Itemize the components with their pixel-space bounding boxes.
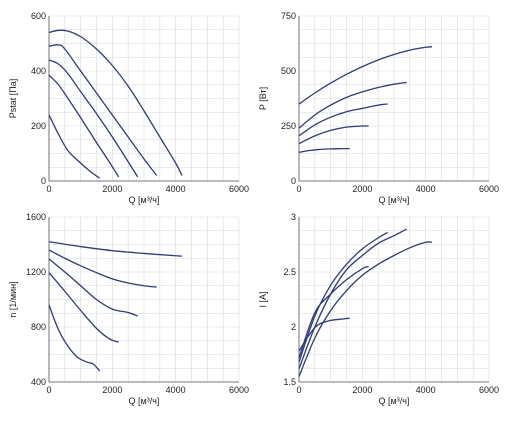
series-line-2 — [298, 81, 407, 129]
series-line-5 — [298, 147, 350, 154]
y-tick-label: 1600 — [26, 212, 46, 222]
y-tick-label: 1200 — [26, 267, 46, 277]
series-line-2 — [48, 249, 157, 288]
y-tick-label: 600 — [31, 11, 46, 21]
x-tick-label: 2000 — [352, 184, 372, 194]
y-axis-title: P [Вт] — [258, 87, 268, 110]
x-axis-title: Q [м³/ч] — [129, 195, 160, 205]
series-line-5 — [48, 304, 101, 372]
y-tick-label: 2 — [291, 322, 296, 332]
chart-panel-speed: 0 2000 4000 6000 400 800 1200 1600 Q [м³/ч] n [1/… — [8, 212, 249, 406]
series-line-3 — [298, 231, 388, 363]
x-tick-label: 6000 — [229, 184, 249, 194]
series-line-3 — [48, 59, 139, 178]
x-tick-label: 2000 — [102, 385, 122, 395]
chart-panel-current: 0 2000 4000 6000 1.5 2 2.5 3 Q [м³/ч] I [A] — [258, 212, 499, 406]
x-tick-label: 0 — [296, 184, 301, 194]
series-line-3 — [298, 103, 388, 137]
y-axis-title: Pstat [Па] — [8, 79, 18, 119]
series-line-2 — [298, 228, 407, 370]
series-line-2 — [48, 44, 158, 176]
x-axis-title: Q [м³/ч] — [129, 396, 160, 406]
series-line-1 — [298, 241, 433, 377]
series-line-4 — [298, 265, 369, 359]
x-tick-label: 0 — [46, 385, 51, 395]
series-line-1 — [48, 29, 183, 176]
series-line-3 — [48, 258, 138, 317]
x-tick-label: 4000 — [416, 385, 436, 395]
series-line-4 — [48, 272, 119, 343]
y-tick-label: 0 — [41, 176, 46, 186]
x-tick-label: 6000 — [479, 385, 499, 395]
y-tick-label: 750 — [281, 11, 296, 21]
series-line-1 — [48, 241, 183, 257]
chart-panel-pstat: 0 2000 4000 6000 0 200 400 600 Q [м³/ч] Pstat [Па… — [8, 11, 249, 205]
series-line-4 — [298, 125, 369, 145]
x-tick-label: 0 — [296, 385, 301, 395]
x-tick-label: 0 — [46, 184, 51, 194]
y-tick-label: 400 — [31, 66, 46, 76]
series-line-1 — [298, 46, 433, 105]
series-line-5 — [48, 114, 101, 179]
x-tick-label: 4000 — [166, 184, 186, 194]
y-tick-label: 800 — [31, 322, 46, 332]
x-axis-title: Q [м³/ч] — [379, 195, 410, 205]
y-tick-label: 0 — [291, 176, 296, 186]
y-tick-label: 2.5 — [283, 267, 296, 277]
x-tick-label: 2000 — [352, 385, 372, 395]
y-tick-label: 500 — [281, 66, 296, 76]
y-tick-label: 200 — [31, 121, 46, 131]
x-axis-title: Q [м³/ч] — [379, 396, 410, 406]
x-tick-label: 4000 — [416, 184, 436, 194]
y-tick-label: 3 — [291, 212, 296, 222]
y-tick-label: 250 — [281, 121, 296, 131]
chart-panel-power: 0 2000 4000 6000 0 250 500 750 Q [м³/ч] P [Вт] — [258, 11, 499, 205]
y-axis-title: I [A] — [258, 291, 268, 307]
y-tick-label: 400 — [31, 377, 46, 387]
series-line-5 — [298, 317, 350, 352]
series-line-4 — [48, 74, 120, 178]
x-tick-label: 2000 — [102, 184, 122, 194]
y-tick-label: 1.5 — [283, 377, 296, 387]
x-tick-label: 6000 — [479, 184, 499, 194]
y-axis-title: n [1/мин] — [8, 281, 18, 317]
x-tick-label: 4000 — [166, 385, 186, 395]
x-tick-label: 6000 — [229, 385, 249, 395]
